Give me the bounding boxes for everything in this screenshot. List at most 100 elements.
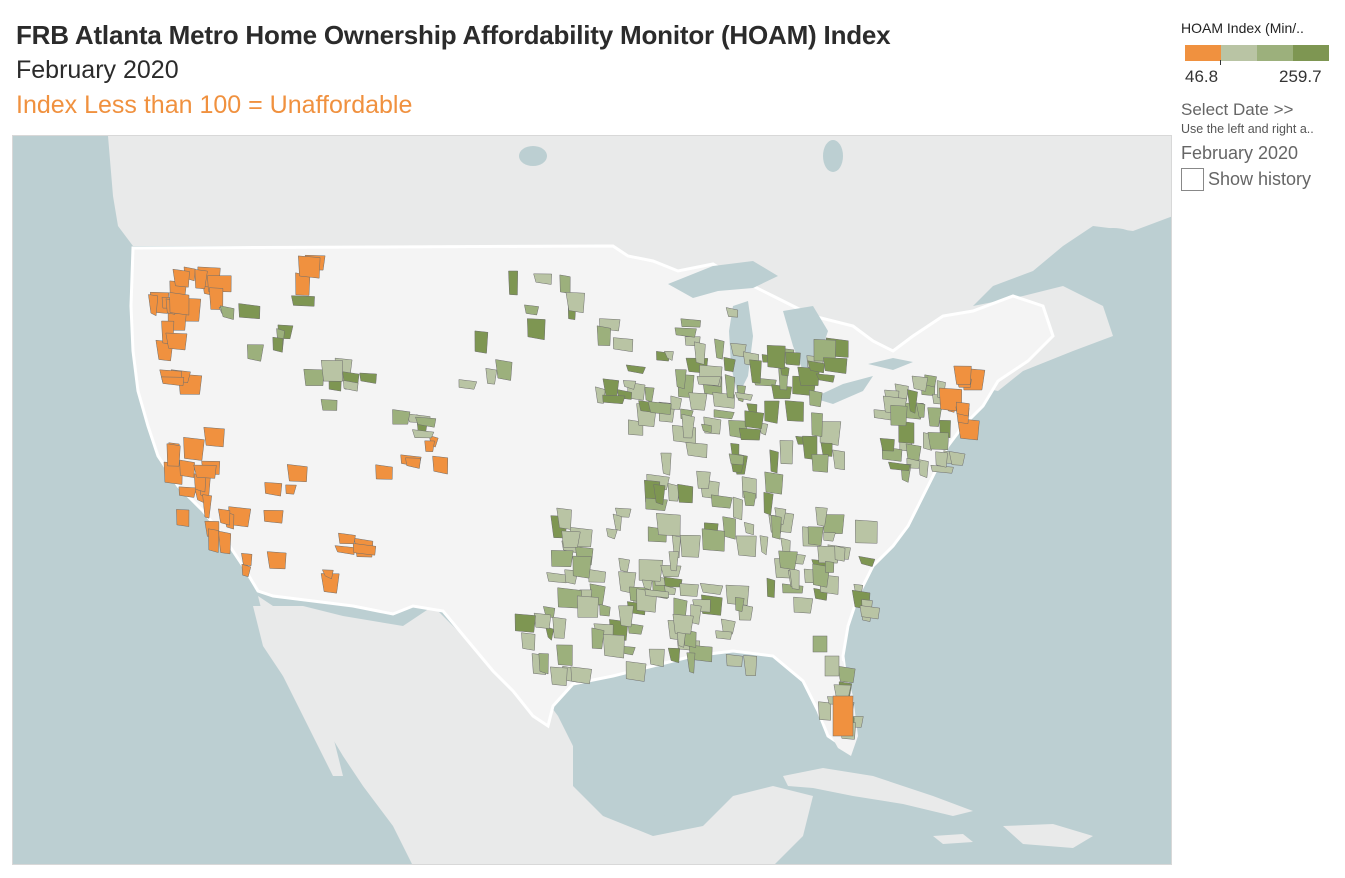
metro-region[interactable] bbox=[823, 532, 836, 542]
metro-region[interactable] bbox=[664, 350, 674, 361]
metro-region[interactable] bbox=[577, 595, 599, 618]
metro-region[interactable] bbox=[701, 423, 712, 434]
metro-region[interactable] bbox=[533, 612, 552, 629]
metro-region[interactable] bbox=[622, 380, 637, 390]
metro-region[interactable] bbox=[834, 545, 846, 562]
metro-region[interactable] bbox=[764, 400, 780, 424]
metro-region[interactable] bbox=[320, 573, 340, 594]
metro-region[interactable] bbox=[820, 442, 833, 457]
metro-region[interactable] bbox=[743, 490, 757, 507]
metro-region[interactable] bbox=[784, 400, 804, 422]
metro-region[interactable] bbox=[161, 376, 185, 387]
metro-region[interactable] bbox=[241, 553, 253, 566]
metro-region[interactable] bbox=[218, 530, 232, 555]
metro-region[interactable] bbox=[415, 416, 437, 428]
metro-region[interactable] bbox=[286, 464, 308, 483]
metro-region[interactable] bbox=[266, 551, 287, 570]
metro-region[interactable] bbox=[352, 543, 377, 556]
metro-region[interactable] bbox=[338, 532, 356, 545]
metro-region[interactable] bbox=[677, 632, 686, 648]
metro-region[interactable] bbox=[832, 449, 845, 471]
metro-region[interactable] bbox=[667, 482, 680, 502]
metro-region[interactable] bbox=[693, 341, 706, 365]
metro-region[interactable] bbox=[696, 376, 721, 386]
metro-region[interactable] bbox=[656, 513, 681, 537]
metro-region[interactable] bbox=[817, 545, 841, 564]
metro-region[interactable] bbox=[178, 486, 197, 498]
metro-region[interactable] bbox=[432, 455, 449, 475]
metro-region[interactable] bbox=[572, 555, 592, 579]
metro-region[interactable] bbox=[710, 494, 733, 509]
metro-region[interactable] bbox=[668, 551, 679, 572]
metro-region[interactable] bbox=[686, 652, 696, 674]
metro-region[interactable] bbox=[219, 305, 235, 320]
metro-region[interactable] bbox=[785, 351, 801, 366]
metro-region[interactable] bbox=[948, 451, 966, 466]
metro-region[interactable] bbox=[918, 459, 929, 479]
metro-region[interactable] bbox=[238, 303, 261, 320]
metro-region[interactable] bbox=[672, 613, 694, 635]
metro-region[interactable] bbox=[728, 453, 745, 466]
metro-region[interactable] bbox=[688, 392, 708, 411]
metro-region[interactable] bbox=[743, 655, 758, 676]
metro-region[interactable] bbox=[602, 634, 625, 659]
metro-region[interactable] bbox=[303, 368, 324, 386]
metro-region[interactable] bbox=[550, 666, 568, 686]
metro-regions-layer[interactable] bbox=[148, 254, 986, 740]
metro-region[interactable] bbox=[815, 506, 828, 527]
metro-region[interactable] bbox=[807, 526, 824, 546]
metro-region[interactable] bbox=[359, 372, 377, 384]
metro-region[interactable] bbox=[202, 494, 212, 519]
metro-region[interactable] bbox=[819, 421, 842, 446]
metro-region[interactable] bbox=[778, 550, 798, 570]
metro-region[interactable] bbox=[808, 389, 823, 408]
metro-region[interactable] bbox=[599, 603, 611, 617]
metro-region[interactable] bbox=[679, 583, 699, 597]
metro-region[interactable] bbox=[521, 632, 536, 651]
metro-region[interactable] bbox=[738, 427, 761, 441]
metro-region[interactable] bbox=[614, 507, 632, 518]
metro-region[interactable] bbox=[612, 337, 634, 353]
metro-region[interactable] bbox=[148, 294, 159, 317]
metro-region[interactable] bbox=[405, 457, 421, 469]
metro-region[interactable] bbox=[675, 369, 687, 390]
metro-region[interactable] bbox=[321, 569, 334, 580]
show-history-toggle[interactable]: Show history bbox=[1181, 168, 1311, 191]
metro-region[interactable] bbox=[859, 605, 880, 620]
metro-region[interactable] bbox=[907, 389, 918, 414]
metro-region[interactable] bbox=[272, 336, 284, 353]
metro-region[interactable] bbox=[647, 401, 672, 415]
metro-region[interactable] bbox=[648, 648, 665, 668]
metro-region[interactable] bbox=[263, 510, 284, 524]
metro-region[interactable] bbox=[811, 412, 823, 437]
metro-region[interactable] bbox=[766, 577, 776, 598]
metro-region[interactable] bbox=[822, 514, 845, 534]
metro-region[interactable] bbox=[714, 338, 725, 360]
metro-region[interactable] bbox=[807, 360, 825, 374]
metro-region[interactable] bbox=[343, 380, 359, 392]
metro-region[interactable] bbox=[957, 418, 980, 441]
metro-region[interactable] bbox=[320, 399, 338, 411]
metro-region[interactable] bbox=[956, 401, 970, 417]
metro-region[interactable] bbox=[679, 534, 701, 558]
metro-region[interactable] bbox=[735, 535, 757, 557]
metro-region[interactable] bbox=[176, 509, 190, 527]
metro-region[interactable] bbox=[169, 292, 190, 316]
show-history-checkbox[interactable] bbox=[1181, 168, 1204, 191]
metro-region[interactable] bbox=[855, 519, 878, 544]
metro-region[interactable] bbox=[561, 530, 581, 548]
metro-region[interactable] bbox=[888, 461, 911, 472]
metro-region[interactable] bbox=[618, 605, 634, 628]
metro-region[interactable] bbox=[217, 508, 231, 526]
metro-region[interactable] bbox=[166, 443, 181, 467]
metro-region[interactable] bbox=[508, 270, 518, 296]
metro-region[interactable] bbox=[559, 274, 571, 294]
metro-region[interactable] bbox=[203, 427, 225, 448]
metro-region[interactable] bbox=[811, 454, 829, 473]
metro-region[interactable] bbox=[550, 550, 574, 567]
metro-region[interactable] bbox=[680, 318, 701, 328]
metro-region[interactable] bbox=[172, 268, 190, 288]
metro-region[interactable] bbox=[759, 535, 769, 556]
metro-region[interactable] bbox=[749, 359, 762, 384]
metro-region[interactable] bbox=[193, 464, 217, 479]
